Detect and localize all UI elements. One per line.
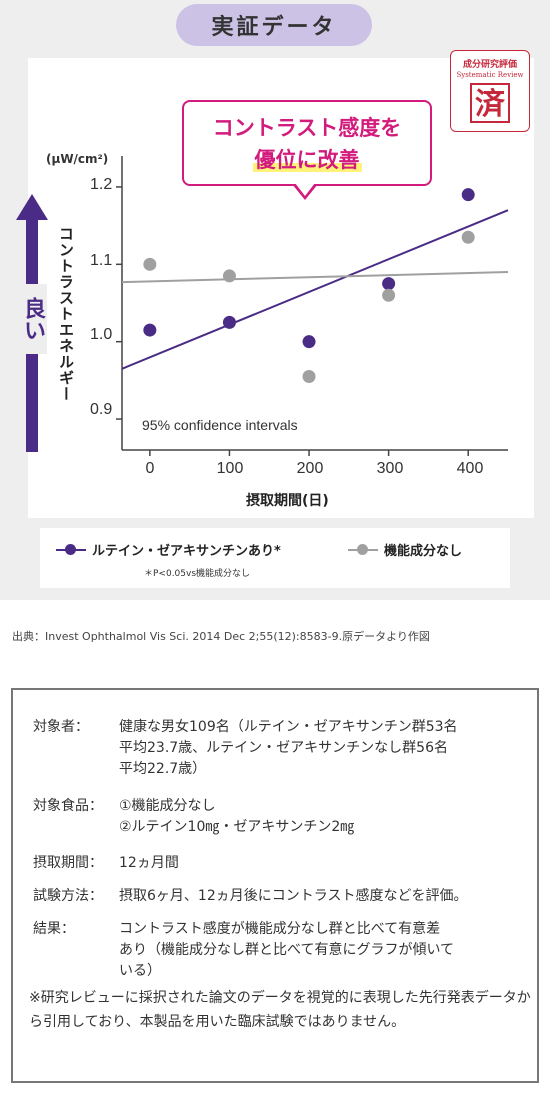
- x-tick-label: 100: [216, 460, 244, 477]
- callout-line-1: コントラスト感度を: [212, 116, 402, 140]
- trend-line-lutein: [121, 209, 509, 370]
- info-value-line: いる）: [119, 963, 161, 979]
- source-citation: 出典：Invest Ophthalmol Vis Sci. 2014 Dec 2…: [12, 630, 430, 643]
- section-title: 実証データ: [176, 4, 372, 46]
- better-direction-label: 良い: [17, 284, 47, 354]
- up-arrow-icon: [16, 194, 48, 220]
- plot-area: [116, 156, 509, 456]
- disclaimer-note: ※研究レビューに採択された論文のデータを視覚的に表現した先行発表データから引用し…: [29, 990, 531, 1030]
- data-points: [143, 188, 475, 383]
- data-point-control: [143, 257, 157, 271]
- study-details-box: 対象者： 健康な男女109名（ルテイン・ゼアキサンチン群53名 平均23.7歳、…: [11, 688, 539, 1083]
- data-point-control: [461, 230, 475, 244]
- confidence-annotation: 95% confidence intervals: [142, 417, 298, 433]
- info-key: 対象者：: [33, 719, 89, 735]
- info-value-line: ①機能成分なし: [119, 798, 216, 814]
- info-value-line: あり（機能成分なし群と比べて有意にグラフが傾いて: [119, 942, 455, 958]
- info-value-line: 摂取6ヶ月、12ヵ月後にコントラスト感度などを評価。: [119, 888, 468, 904]
- stamp-label: 成分研究評価: [462, 60, 517, 70]
- stamp-mark: 済: [470, 83, 510, 123]
- legend-label-lutein: ルテイン・ゼアキサンチンあり*: [92, 544, 281, 559]
- y-tick-label: 1.2: [90, 176, 113, 193]
- axes: [116, 156, 508, 456]
- legend-label-control: 機能成分なし: [384, 544, 463, 559]
- x-tick-label: 400: [456, 460, 484, 477]
- stamp-subtitle: Systematic Review: [456, 71, 524, 79]
- data-point-control: [302, 370, 316, 383]
- info-value-line: 健康な男女109名（ルテイン・ゼアキサンチン群53名: [119, 719, 458, 735]
- trend-line-control: [121, 271, 509, 284]
- data-point-control: [222, 269, 236, 283]
- x-axis-label: 摂取期間(日): [246, 493, 329, 509]
- info-key: 対象食品：: [33, 798, 103, 814]
- info-value-line: 12ヵ月間: [119, 855, 179, 871]
- data-point-lutein: [382, 277, 396, 291]
- data-point-lutein: [302, 335, 316, 349]
- legend-marker-control: [357, 544, 368, 555]
- info-value-line: 平均23.7歳、ルテイン・ゼアキサンチンなし群56名: [119, 740, 448, 756]
- y-axis-label: コントラストエネルギー: [57, 226, 75, 402]
- callout-line-2: 優位に改善: [252, 148, 362, 172]
- callout-bubble: コントラスト感度を 優位に改善: [182, 100, 432, 186]
- info-value-line: ②ルテイン10㎎・ゼアキサンチン2㎎: [119, 819, 355, 835]
- trend-lines: [121, 209, 509, 370]
- info-key: 結果：: [33, 921, 75, 937]
- legend-card: [40, 528, 510, 588]
- data-point-lutein: [461, 188, 475, 202]
- data-point-control: [382, 288, 396, 302]
- info-key: 試験方法：: [33, 888, 103, 904]
- x-tick-label: 200: [296, 460, 324, 477]
- x-tick-label: 300: [376, 460, 404, 477]
- info-value-line: コントラスト感度が機能成分なし群と比べて有意差: [119, 921, 441, 937]
- y-tick-label: 1.1: [90, 252, 113, 269]
- info-value-line: 平均22.7歳）: [119, 761, 207, 777]
- y-tick-label: 0.9: [90, 401, 113, 418]
- legend-marker-lutein: [65, 544, 76, 555]
- info-key: 摂取期間：: [33, 855, 103, 871]
- significance-note: ＊P<0.05vs機能成分なし: [144, 569, 251, 579]
- data-point-lutein: [222, 315, 236, 329]
- x-tick-label: 0: [145, 460, 155, 477]
- data-point-lutein: [143, 323, 157, 337]
- systematic-review-stamp: 成分研究評価 Systematic Review 済: [450, 50, 530, 132]
- y-tick-label: 1.0: [90, 326, 113, 343]
- y-unit-label: (μW/cm²): [46, 152, 109, 166]
